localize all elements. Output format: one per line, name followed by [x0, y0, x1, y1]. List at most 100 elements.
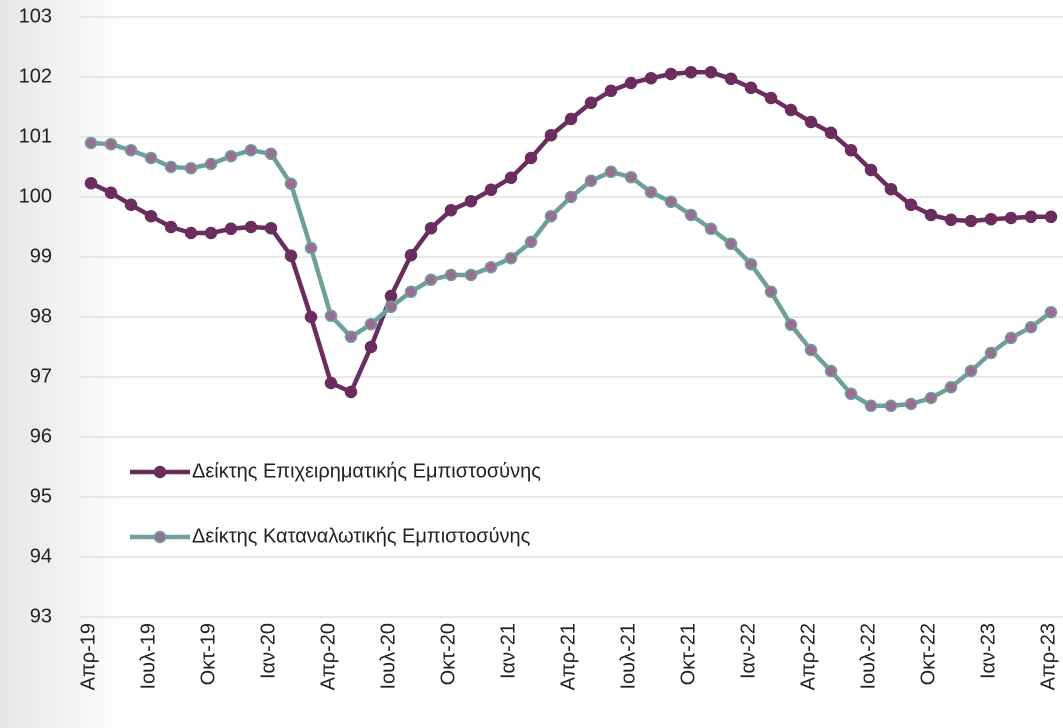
y-tick-label: 100	[19, 185, 52, 207]
data-point	[144, 209, 158, 223]
x-tick-label: Απρ-21	[557, 623, 579, 690]
data-point	[844, 387, 858, 401]
data-point	[444, 203, 458, 217]
data-point	[724, 237, 738, 251]
y-tick-label: 95	[30, 485, 52, 507]
data-point	[1044, 210, 1058, 224]
legend-marker	[153, 530, 167, 544]
data-point	[204, 226, 218, 240]
x-tick-label: Ιουλ-21	[617, 623, 639, 690]
data-point	[364, 317, 378, 331]
data-point	[524, 235, 538, 249]
data-point	[384, 289, 398, 303]
data-point	[784, 103, 798, 117]
data-point	[904, 198, 918, 212]
data-point	[184, 161, 198, 175]
data-point	[1024, 320, 1038, 334]
data-point	[104, 137, 118, 151]
data-point	[744, 257, 758, 271]
data-point	[124, 198, 138, 212]
data-point	[264, 221, 278, 235]
y-tick-label: 94	[30, 545, 52, 567]
data-point	[864, 163, 878, 177]
x-tick-label: Απρ-19	[77, 623, 99, 690]
data-point	[204, 157, 218, 171]
data-point	[244, 143, 258, 157]
data-point	[924, 208, 938, 222]
data-point	[644, 71, 658, 85]
data-point	[344, 385, 358, 399]
data-point	[624, 76, 638, 90]
data-point	[304, 310, 318, 324]
data-point	[264, 147, 278, 161]
data-point	[944, 213, 958, 227]
data-point	[1004, 211, 1018, 225]
data-point	[964, 364, 978, 378]
data-point	[184, 226, 198, 240]
data-point	[224, 149, 238, 163]
data-point	[284, 177, 298, 191]
data-point	[464, 268, 478, 282]
data-point	[404, 285, 418, 299]
data-point	[504, 251, 518, 265]
data-point	[884, 399, 898, 413]
data-point	[224, 222, 238, 236]
data-point	[604, 165, 618, 179]
data-point	[824, 364, 838, 378]
data-point	[564, 190, 578, 204]
data-point	[764, 91, 778, 105]
data-point	[164, 160, 178, 174]
y-tick-label: 97	[30, 365, 52, 387]
data-point	[684, 65, 698, 79]
data-point	[344, 330, 358, 344]
data-point	[84, 176, 98, 190]
data-point	[884, 182, 898, 196]
x-tick-label: Οκτ-22	[917, 623, 939, 685]
data-point	[544, 128, 558, 142]
x-tick-label: Ιαν-23	[977, 623, 999, 679]
data-point	[904, 397, 918, 411]
y-tick-label: 99	[30, 245, 52, 267]
data-point	[804, 115, 818, 129]
data-point	[404, 248, 418, 262]
x-tick-label: Ιουλ-20	[377, 623, 399, 690]
data-point	[724, 72, 738, 86]
y-tick-label: 103	[19, 5, 52, 27]
y-tick-label: 96	[30, 425, 52, 447]
data-point	[444, 268, 458, 282]
x-tick-label: Απρ-20	[317, 623, 339, 690]
data-point	[704, 222, 718, 236]
y-tick-label: 102	[19, 65, 52, 87]
x-tick-label: Ιαν-20	[257, 623, 279, 679]
data-point	[104, 186, 118, 200]
data-point	[644, 185, 658, 199]
data-point	[524, 151, 538, 165]
data-point	[764, 285, 778, 299]
data-point	[244, 220, 258, 234]
data-point	[624, 170, 638, 184]
data-point	[84, 136, 98, 150]
x-tick-label: Οκτ-21	[677, 623, 699, 685]
data-point	[604, 84, 618, 98]
y-tick-label: 101	[19, 125, 52, 147]
data-point	[324, 309, 338, 323]
data-point	[1044, 305, 1058, 319]
data-point	[804, 343, 818, 357]
data-point	[304, 241, 318, 255]
x-tick-label: Ιουλ-22	[857, 623, 879, 690]
data-point	[664, 195, 678, 209]
data-point	[424, 273, 438, 287]
data-point	[784, 318, 798, 332]
x-tick-label: Απρ-22	[797, 623, 819, 690]
data-point	[944, 380, 958, 394]
data-point	[1024, 210, 1038, 224]
legend-label: Δείκτης Επιχειρηματικής Εμπιστοσύνης	[192, 460, 541, 482]
x-tick-label: Οκτ-20	[437, 623, 459, 685]
legend-marker	[153, 465, 167, 479]
x-tick-label: Ιαν-22	[737, 623, 759, 679]
data-point	[144, 151, 158, 165]
data-point	[124, 143, 138, 157]
x-tick-label: Οκτ-19	[197, 623, 219, 685]
data-point	[964, 214, 978, 228]
